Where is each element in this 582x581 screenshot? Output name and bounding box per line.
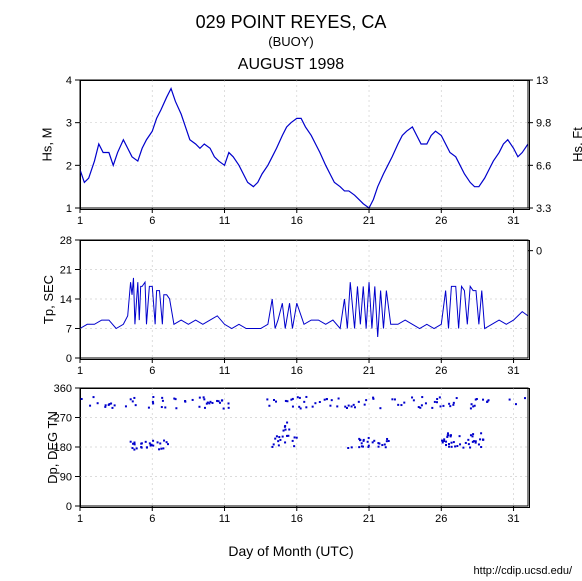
svg-text:90: 90 [60, 472, 72, 484]
svg-text:21: 21 [60, 265, 72, 277]
svg-text:6: 6 [149, 513, 155, 525]
svg-text:21: 21 [363, 215, 375, 227]
svg-text:3: 3 [66, 118, 72, 130]
svg-text:270: 270 [54, 413, 72, 425]
svg-text:4: 4 [66, 75, 72, 87]
svg-text:11: 11 [219, 365, 230, 377]
svg-text:13: 13 [536, 75, 548, 87]
svg-text:3.3: 3.3 [536, 203, 551, 215]
svg-text:6: 6 [149, 365, 155, 377]
chart-container: 029 POINT REYES, CA (BUOY) AUGUST 1998 H… [0, 0, 582, 581]
svg-text:360: 360 [54, 383, 72, 395]
svg-text:1: 1 [77, 513, 83, 525]
svg-text:16: 16 [291, 513, 303, 525]
svg-text:9.8: 9.8 [536, 118, 551, 130]
svg-text:14: 14 [60, 294, 72, 306]
svg-text:0: 0 [66, 501, 72, 513]
svg-text:26: 26 [435, 513, 447, 525]
svg-text:0: 0 [66, 353, 72, 365]
svg-text:26: 26 [435, 365, 447, 377]
svg-text:0: 0 [536, 246, 542, 258]
svg-text:180: 180 [54, 442, 72, 454]
svg-text:6.6: 6.6 [536, 160, 551, 172]
svg-text:26: 26 [435, 215, 447, 227]
svg-text:1: 1 [77, 215, 83, 227]
svg-text:7: 7 [66, 324, 72, 336]
svg-text:16: 16 [291, 365, 303, 377]
svg-text:21: 21 [363, 365, 375, 377]
svg-text:11: 11 [219, 513, 230, 525]
svg-text:16: 16 [291, 215, 303, 227]
plot-svg: 161116212631123403.36.69.813161116212631… [0, 0, 582, 581]
svg-text:11: 11 [219, 215, 230, 227]
svg-text:1: 1 [66, 203, 72, 215]
svg-text:2: 2 [66, 160, 72, 172]
svg-text:31: 31 [507, 215, 519, 227]
svg-text:21: 21 [363, 513, 375, 525]
svg-text:1: 1 [77, 365, 83, 377]
svg-text:28: 28 [60, 235, 72, 247]
svg-text:6: 6 [149, 215, 155, 227]
svg-text:31: 31 [507, 513, 519, 525]
svg-text:31: 31 [507, 365, 519, 377]
